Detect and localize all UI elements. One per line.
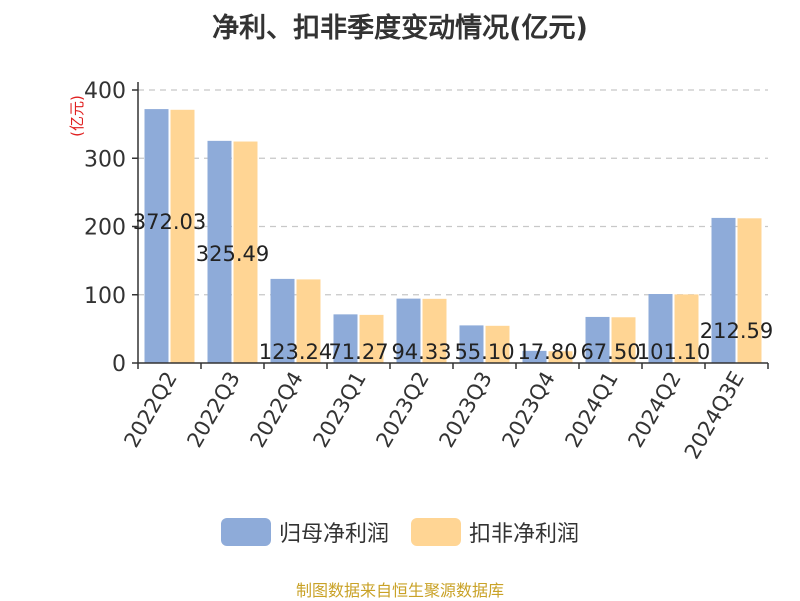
bar-series-2 (485, 325, 510, 363)
bar-series-1 (585, 316, 610, 363)
x-tick-label: 2023Q3 (434, 368, 496, 452)
legend: 归母净利润 扣非净利润 (0, 516, 800, 548)
bar-series-2 (611, 317, 636, 363)
data-label: 17.80 (517, 340, 577, 364)
x-tick-label: 2024Q1 (560, 368, 622, 452)
bar-series-2 (296, 279, 321, 363)
y-tick-label: 200 (84, 216, 126, 241)
y-tick-label: 300 (84, 147, 126, 172)
data-label: 101.10 (637, 340, 710, 364)
legend-swatch-series-1 (220, 518, 271, 546)
bar-series-1 (522, 350, 547, 363)
x-tick-label: 2023Q1 (308, 368, 370, 452)
bar-series-1 (207, 140, 232, 363)
bar-series-2 (170, 109, 195, 363)
bar-series-1 (144, 109, 169, 363)
bar-series-1 (396, 298, 421, 363)
data-label: 94.33 (391, 340, 451, 364)
data-label: 325.49 (196, 242, 269, 266)
legend-swatch-series-2 (411, 518, 461, 546)
bar-series-2 (359, 314, 384, 363)
data-label: 372.03 (133, 210, 206, 234)
bar-series-1 (648, 293, 673, 363)
x-tick-label: 2023Q2 (371, 368, 433, 452)
bar-series-2 (737, 218, 762, 363)
data-label: 67.50 (580, 340, 640, 364)
legend-item-series-2[interactable]: 扣非净利润 (411, 516, 579, 548)
y-tick-label: 0 (112, 352, 126, 377)
x-tick-label: 2022Q3 (182, 368, 244, 452)
y-tick-label: 400 (84, 79, 126, 104)
y-axis-label: (亿元) (68, 95, 86, 137)
x-tick-label: 2022Q2 (119, 368, 181, 452)
data-label: 123.24 (259, 340, 332, 364)
legend-item-series-1[interactable]: 归母净利润 (220, 516, 389, 548)
chart-title: 净利、扣非季度变动情况(亿元) (212, 13, 588, 44)
bar-series-2 (548, 351, 573, 363)
data-label: 212.59 (700, 319, 773, 343)
x-tick-label: 2024Q2 (623, 368, 685, 452)
bar-series-2 (233, 141, 258, 363)
bar-series-1 (333, 314, 358, 363)
bar-series-1 (270, 278, 295, 363)
bar-series-2 (422, 298, 447, 363)
data-label: 71.27 (328, 340, 388, 364)
source-note: 制图数据来自恒生聚源数据库 (295, 581, 504, 600)
y-tick-label: 100 (84, 284, 126, 309)
x-tick-label: 2022Q4 (245, 368, 307, 452)
x-tick-label: 2023Q4 (497, 368, 559, 452)
x-tick-label: 2024Q3E (680, 368, 749, 464)
data-label: 55.10 (454, 340, 514, 364)
bar-series-1 (711, 217, 736, 363)
bar-series-2 (674, 294, 699, 363)
legend-label-series-1: 归母净利润 (278, 522, 389, 547)
bar-series-1 (459, 325, 484, 363)
legend-label-series-2: 扣非净利润 (469, 522, 580, 547)
